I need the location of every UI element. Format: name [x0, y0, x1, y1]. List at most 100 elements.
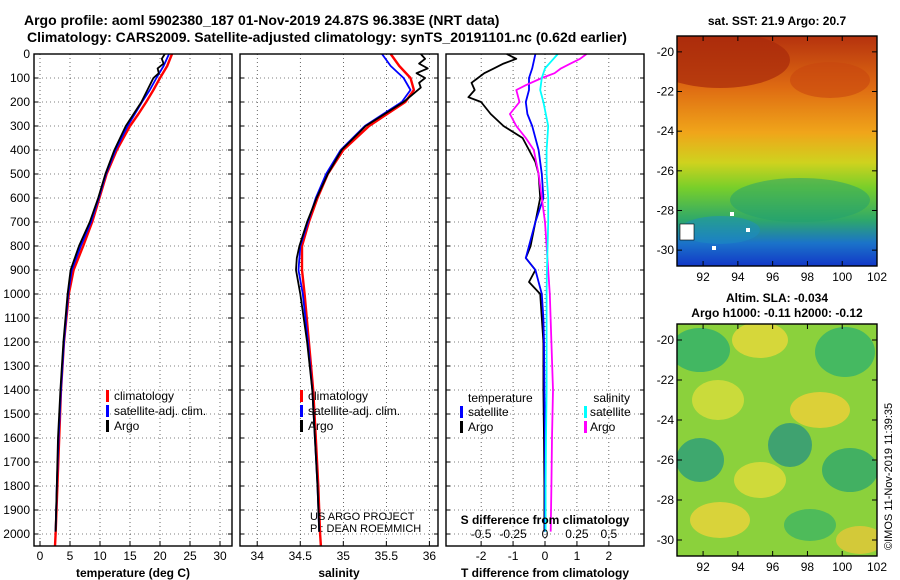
x-tick-label: 25	[183, 549, 197, 563]
secondary-tick-label: 0	[542, 527, 549, 541]
sla-map-axes: 92 94 96 98 100 102 -20 -22 -24 -26 -28 -30	[657, 324, 887, 574]
depth-tick-label: 1200	[3, 335, 30, 349]
series-line-climatology	[53, 53, 174, 547]
sla-map-frame	[676, 323, 878, 557]
series-line-climatology	[300, 53, 416, 547]
legend-swatch	[106, 390, 109, 402]
x-axis-label: T difference from climatology	[461, 566, 629, 580]
x-tick-label: 34	[251, 549, 265, 563]
x-tick-label: 0	[37, 549, 44, 563]
legend-swatch	[106, 420, 109, 432]
map-y-tick-label: -20	[657, 333, 675, 347]
secondary-x-axis-label: S difference from climatology	[461, 513, 630, 527]
legend-title-salinity: salinity	[593, 391, 630, 405]
depth-tick-label: 600	[10, 191, 30, 205]
x-tick-label: 35.5	[375, 549, 399, 563]
x-tick-label: 35	[337, 549, 351, 563]
map-y-tick-label: -26	[657, 164, 675, 178]
map-x-tick-label: 96	[766, 270, 780, 284]
depth-tick-label: 100	[10, 71, 30, 85]
legend-swatch	[460, 421, 463, 433]
map-y-tick-label: -22	[657, 373, 675, 387]
map-y-tick-label: -24	[657, 413, 675, 427]
legend-swatch	[300, 390, 303, 402]
secondary-tick-label: 0.5	[601, 527, 618, 541]
secondary-tick-label: 0.25	[565, 527, 589, 541]
x-tick-label: 5	[67, 549, 74, 563]
legend-label: Argo	[590, 420, 616, 434]
legend-swatch	[300, 405, 303, 417]
series-line-argo	[54, 53, 166, 532]
legend-title-temperature: temperature	[468, 391, 533, 405]
salinity-panel: 34 34.5 35 35.5 36 salinity climatologysatelli…	[239, 53, 439, 580]
depth-tick-label: 1700	[3, 455, 30, 469]
map-x-tick-label: 100	[832, 560, 852, 574]
map-y-tick-label: -22	[657, 85, 675, 99]
sla-map	[677, 324, 877, 556]
depth-tick-label: 1000	[3, 287, 30, 301]
watermark: ©IMOS 11-Nov-2019 11:39:35	[883, 403, 895, 550]
map-y-tick-label: -28	[657, 203, 675, 217]
depth-tick-label: 1800	[3, 479, 30, 493]
x-tick-label: -2	[476, 549, 487, 563]
series-line-temperature-satellite	[524, 53, 546, 532]
legend-swatch	[460, 406, 463, 418]
series-line-salinity-satellite	[539, 53, 559, 532]
x-axis-label: temperature (deg C)	[76, 566, 190, 580]
sst-map-axes: 92 94 96 98 100 102 -20 -22 -24 -26 -28 -30	[657, 36, 887, 284]
sst-map	[677, 36, 877, 266]
series-line-satellite-adj-clim-	[54, 53, 170, 532]
plot-frame	[239, 53, 439, 547]
x-tick-label: -1	[508, 549, 519, 563]
depth-tick-label: 0	[23, 47, 30, 61]
land-mask	[679, 223, 695, 241]
secondary-tick-label: -0.5	[471, 527, 492, 541]
depth-tick-label: 900	[10, 263, 30, 277]
depth-tick-label: 300	[10, 119, 30, 133]
x-tick-label: 2	[606, 549, 613, 563]
legend-swatch	[584, 421, 587, 433]
secondary-tick-label: -0.25	[499, 527, 527, 541]
sst-map-frame	[676, 35, 878, 267]
legend-label: Argo	[114, 419, 140, 433]
depth-tick-label: 200	[10, 95, 30, 109]
depth-tick-label: 1900	[3, 503, 30, 517]
x-tick-label: 34.5	[289, 549, 313, 563]
series-line-salinity-argo	[508, 53, 588, 532]
depth-tick-label: 1600	[3, 431, 30, 445]
map-y-tick-label: -30	[657, 243, 675, 257]
legend-label: satellite	[590, 405, 631, 419]
map-x-tick-label: 100	[832, 270, 852, 284]
x-tick-label: 36	[423, 549, 437, 563]
depth-tick-label: 700	[10, 215, 30, 229]
depth-tick-label: 800	[10, 239, 30, 253]
x-tick-label: 30	[213, 549, 227, 563]
map-x-tick-label: 98	[801, 270, 815, 284]
figure-title-line2: Climatology: CARS2009. Satellite-adjuste…	[27, 29, 627, 45]
map-x-tick-label: 98	[801, 560, 815, 574]
map-y-tick-label: -26	[657, 453, 675, 467]
legend-swatch	[584, 406, 587, 418]
legend-label: satellite	[468, 405, 509, 419]
sst-map-title: sat. SST: 21.9 Argo: 20.7	[708, 14, 847, 28]
legend-label: Argo	[468, 420, 494, 434]
map-y-tick-label: -28	[657, 493, 675, 507]
credit-line2: PI: DEAN ROEMMICH	[310, 523, 421, 535]
map-x-tick-label: 92	[696, 560, 710, 574]
depth-tick-label: 400	[10, 143, 30, 157]
legend-label: satellite-adj. clim.	[114, 404, 206, 418]
series-line-argo	[295, 53, 429, 532]
depth-tick-label: 1500	[3, 407, 30, 421]
depth-tick-label: 2000	[3, 527, 30, 541]
x-tick-label: 1	[574, 549, 581, 563]
map-x-tick-label: 102	[867, 560, 887, 574]
map-x-tick-label: 94	[731, 560, 745, 574]
sla-map-title-line1: Altim. SLA: -0.034	[726, 291, 828, 305]
map-y-tick-label: -20	[657, 45, 675, 59]
map-y-tick-label: -30	[657, 533, 675, 547]
map-y-tick-label: -24	[657, 124, 675, 138]
figure-title-line1: Argo profile: aoml 5902380_187 01-Nov-20…	[24, 12, 499, 28]
depth-tick-label: 500	[10, 167, 30, 181]
temperature-panel: 0100200300400500600700800900100011001200…	[3, 47, 233, 580]
